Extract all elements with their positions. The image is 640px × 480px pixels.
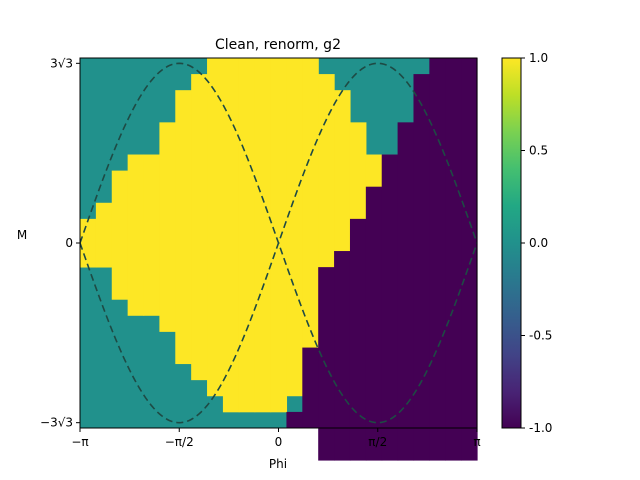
heatmap-cell <box>254 58 272 413</box>
heatmap-cell <box>429 58 446 461</box>
heatmap-cell <box>175 90 192 365</box>
heatmap-cell <box>381 154 399 461</box>
heatmap-cell <box>238 58 256 413</box>
x-axis-ticks: −π −π/2 0 π/2 π <box>71 428 481 449</box>
heatmap-cell <box>286 58 303 397</box>
plot-area <box>79 57 478 461</box>
chart-title: Clean, renorm, g2 <box>215 37 341 53</box>
colorbar-tick-label: -1.0 <box>529 421 552 435</box>
colorbar-tick-label: 0.5 <box>529 144 548 158</box>
heatmap-cell <box>191 74 208 381</box>
y-tick-label: 3√3 <box>50 56 73 70</box>
heatmap-cell <box>445 58 462 461</box>
x-axis-label: Phi <box>269 457 287 471</box>
heatmap-cell <box>318 267 335 461</box>
heatmap-cell <box>365 186 383 461</box>
heatmap-cell <box>159 122 176 332</box>
x-tick-label: −π <box>71 435 88 449</box>
colorbar-gradient <box>501 57 522 429</box>
heatmap-cell <box>127 154 145 316</box>
colorbar-tick-label: 1.0 <box>529 51 548 65</box>
heatmap-cells <box>80 58 478 461</box>
x-tick-label: π <box>473 435 480 449</box>
heatmap-cell <box>111 170 129 300</box>
heatmap-cell <box>80 218 97 268</box>
heatmap-cell <box>207 58 224 397</box>
heatmap-cell <box>270 58 288 413</box>
heatmap-cell <box>222 58 240 413</box>
colorbar-ticks: 1.0 0.5 0.0 -0.5 -1.0 <box>521 51 552 435</box>
heatmap-cell <box>413 74 430 461</box>
heatmap-cell <box>95 202 113 268</box>
colorbar-tick-label: -0.5 <box>529 329 552 343</box>
heatmap-cell <box>334 251 351 461</box>
x-tick-label: π/2 <box>368 435 387 449</box>
y-tick-label: −3√3 <box>40 416 73 430</box>
heatmap-cell <box>461 58 478 461</box>
heatmap-cell <box>286 411 303 429</box>
x-tick-label: 0 <box>275 435 283 449</box>
y-tick-label: 0 <box>65 236 73 250</box>
heatmap-cell <box>349 218 367 461</box>
colorbar-tick-label: 0.0 <box>529 236 548 250</box>
boundary-dashed-curve <box>80 62 477 424</box>
y-axis-label: M <box>17 228 27 242</box>
heatmap-cell <box>302 58 319 381</box>
heatmap-cell <box>302 347 319 429</box>
colorbar: 1.0 0.5 0.0 -0.5 -1.0 <box>501 51 552 435</box>
heatmap-cell <box>397 122 415 461</box>
y-axis-ticks: 3√3 0 −3√3 <box>40 56 80 430</box>
x-tick-label: −π/2 <box>165 435 194 449</box>
heatmap-cell <box>143 154 160 316</box>
